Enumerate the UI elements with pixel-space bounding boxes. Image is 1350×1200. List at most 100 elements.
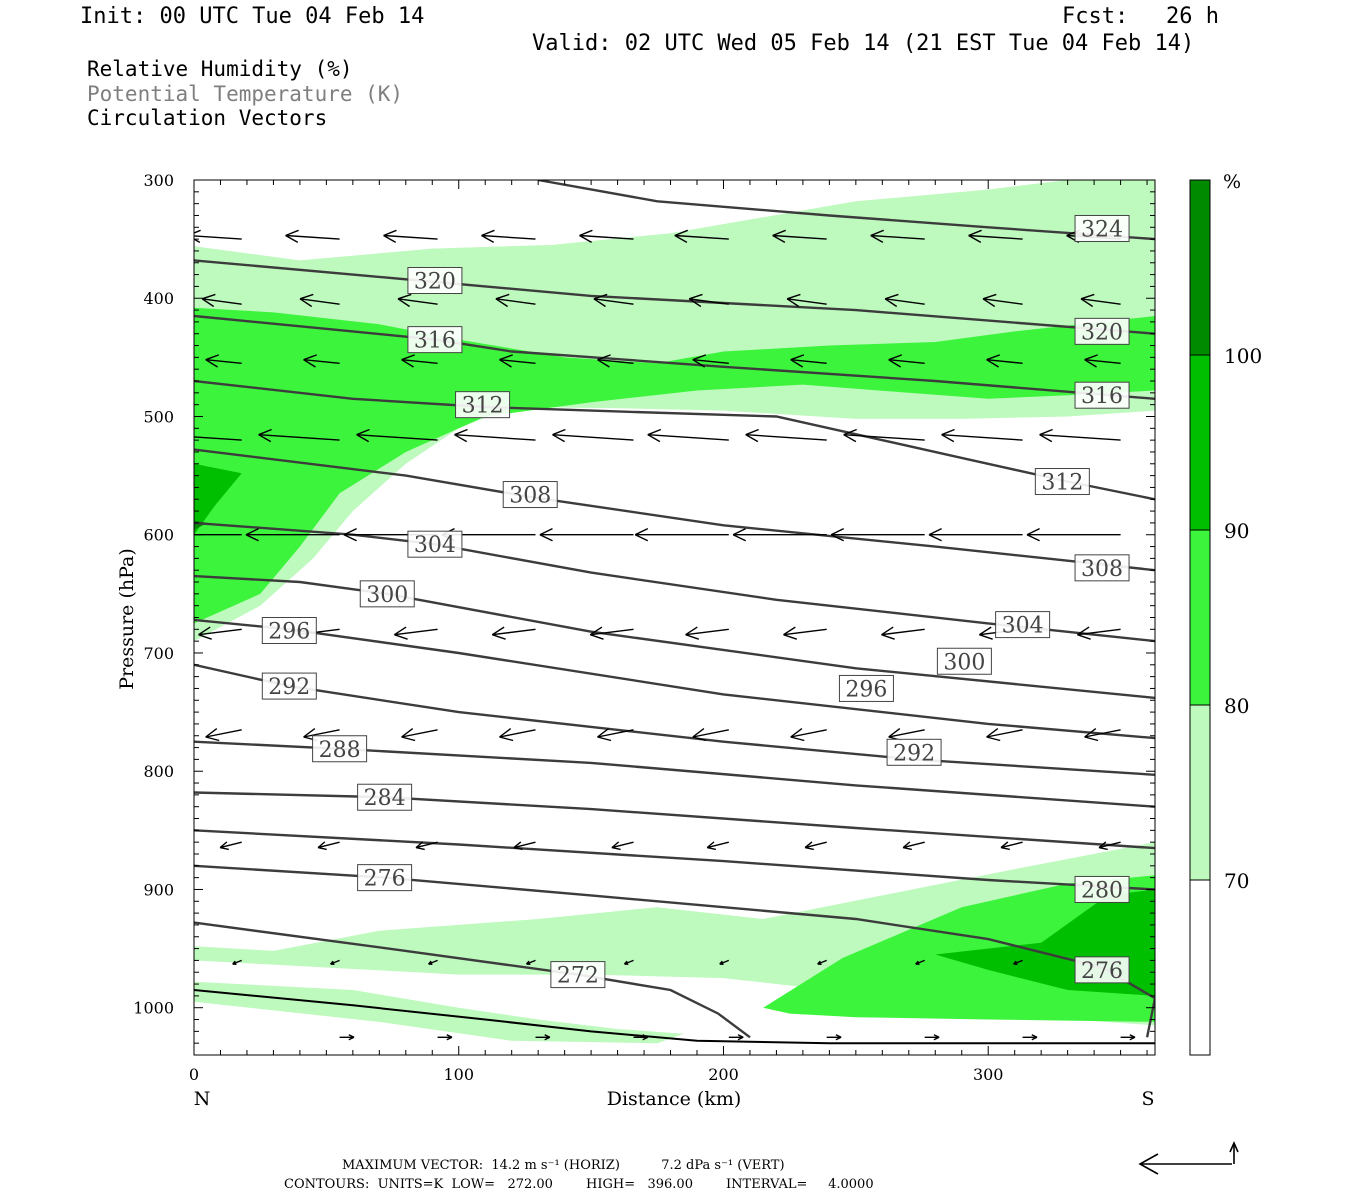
y-tick-label-800: 800	[143, 762, 174, 781]
circulation-vector-0-6	[772, 229, 827, 244]
theta-contour-276	[194, 864, 1155, 1038]
x-end-label-north: N	[194, 1088, 211, 1110]
theta-contour-320	[194, 259, 1155, 335]
circulation-vector-3-4	[552, 428, 634, 443]
theta-contour-label-292-1: 292	[886, 738, 942, 766]
y-tick-label-700: 700	[143, 644, 174, 663]
circulation-vector-4-8	[928, 527, 1023, 542]
theta-contour-label-316-1: 316	[1074, 381, 1130, 409]
circulation-vector-3-7	[843, 428, 925, 443]
circulation-vector-5-4	[589, 626, 634, 640]
x-tick-label-100: 100	[443, 1065, 474, 1084]
theta-contour-label-276-1: 276	[1074, 956, 1130, 984]
circulation-vector-1-3	[495, 293, 536, 308]
circulation-vector-0-1	[285, 229, 340, 244]
circulation-vector-5-5	[685, 626, 729, 640]
colorbar-label-100: 100	[1224, 344, 1262, 368]
svg-text:296: 296	[845, 677, 887, 702]
circulation-vector-8-6	[817, 959, 827, 965]
circulation-vector-3-2	[356, 428, 438, 443]
circulation-vector-3-3	[454, 428, 536, 443]
circulation-vector-5-9	[1077, 626, 1121, 640]
colorbar-segment-2	[1190, 530, 1210, 705]
circulation-vector-2-0	[205, 354, 242, 368]
circulation-vector-7-9	[1098, 841, 1121, 851]
circulation-vector-5-3	[491, 626, 536, 640]
contour-info-note: CONTOURS: UNITS=K LOW= 272.00 HIGH= 396.…	[284, 1177, 874, 1192]
circulation-vector-7-7	[902, 841, 925, 851]
circulation-vector-8-5	[719, 959, 730, 965]
theta-contour-label-312-0: 312	[455, 391, 511, 419]
svg-text:284: 284	[364, 786, 406, 811]
y-tick-label-400: 400	[143, 289, 174, 308]
circulation-vector-9-7	[1022, 1034, 1038, 1041]
theta-contour-288	[194, 740, 1155, 808]
svg-text:296: 296	[268, 620, 310, 645]
svg-text:320: 320	[1081, 320, 1123, 345]
circulation-vector-1-1	[299, 293, 340, 308]
circulation-vector-2-9	[1084, 354, 1121, 368]
circulation-vector-9-4	[728, 1034, 744, 1041]
circulation-vector-2-3	[499, 354, 536, 368]
circulation-vector-9-3	[633, 1034, 649, 1041]
forecast-hour: 26 h	[1166, 4, 1219, 29]
svg-text:316: 316	[414, 329, 456, 354]
theta-contour-label-324-0: 324	[1074, 214, 1130, 242]
y-tick-label-300: 300	[143, 171, 174, 190]
svg-text:312: 312	[1041, 471, 1083, 496]
colorbar-segment-0	[1190, 880, 1210, 1055]
theta-contour-label-300-1: 300	[936, 647, 992, 675]
circulation-vector-2-1	[303, 354, 340, 368]
circulation-vector-1-8	[982, 293, 1023, 308]
circulation-vector-7-1	[317, 841, 340, 851]
circulation-vector-4-5	[634, 527, 729, 542]
svg-text:288: 288	[319, 738, 361, 763]
svg-text:312: 312	[462, 394, 504, 419]
y-tick-label-900: 900	[143, 880, 174, 899]
colorbar-segment-3	[1190, 355, 1210, 530]
circulation-vector-3-9	[1039, 428, 1121, 443]
theta-contour-label-308-0: 308	[502, 481, 558, 509]
circulation-vector-1-6	[786, 293, 827, 308]
colorbar-frame	[1189, 179, 1211, 1056]
svg-text:276: 276	[364, 867, 406, 892]
svg-text:308: 308	[1081, 557, 1123, 582]
svg-text:320: 320	[414, 270, 456, 295]
reference-vector-icon	[1138, 1141, 1239, 1175]
legend-circulation-vectors: Circulation Vectors	[87, 106, 328, 130]
circulation-vector-7-6	[804, 841, 827, 851]
theta-contour-280	[194, 829, 1155, 891]
theta-contour-label-300-0: 300	[359, 580, 415, 608]
theta-contour-label-288-0: 288	[312, 735, 368, 763]
colorbar-segment-4	[1190, 180, 1210, 355]
y-axis-label: Pressure (hPa)	[116, 548, 138, 690]
theta-contour-label-284-0: 284	[357, 783, 413, 811]
circulation-vector-5-0	[198, 626, 242, 640]
theta-contour-284	[194, 791, 1155, 850]
ground-line	[194, 989, 1155, 1045]
circulation-vector-7-5	[706, 841, 729, 851]
circulation-vector-6-6	[790, 728, 827, 742]
humidity-region-80-5	[194, 307, 1155, 624]
theta-contour-label-296-0: 296	[261, 617, 317, 645]
circulation-vector-6-3	[499, 728, 536, 742]
circulation-vector-8-1	[330, 959, 340, 965]
circulation-vector-9-2	[535, 1034, 551, 1041]
y-tick-label-500: 500	[143, 407, 174, 426]
theta-contour-label-292-0: 292	[261, 672, 317, 700]
circulation-vector-6-5	[692, 728, 729, 742]
circulation-vector-7-8	[1000, 841, 1023, 851]
circulation-vector-3-0	[194, 436, 242, 441]
svg-text:280: 280	[1081, 878, 1123, 903]
svg-text:276: 276	[1081, 959, 1123, 984]
x-tick-label-300: 300	[973, 1065, 1004, 1084]
circulation-vector-3-1	[258, 428, 340, 443]
theta-contour-label-320-0: 320	[407, 267, 463, 295]
circulation-vector-4-9	[1026, 527, 1121, 542]
theta-contour-label-312-1: 312	[1034, 468, 1090, 496]
svg-text:304: 304	[1002, 614, 1044, 639]
circulation-vector-0-4	[579, 229, 634, 244]
circulation-vector-6-9	[1084, 728, 1121, 742]
colorbar-unit-label: %	[1223, 171, 1241, 193]
theta-contour-label-316-0: 316	[407, 326, 463, 354]
